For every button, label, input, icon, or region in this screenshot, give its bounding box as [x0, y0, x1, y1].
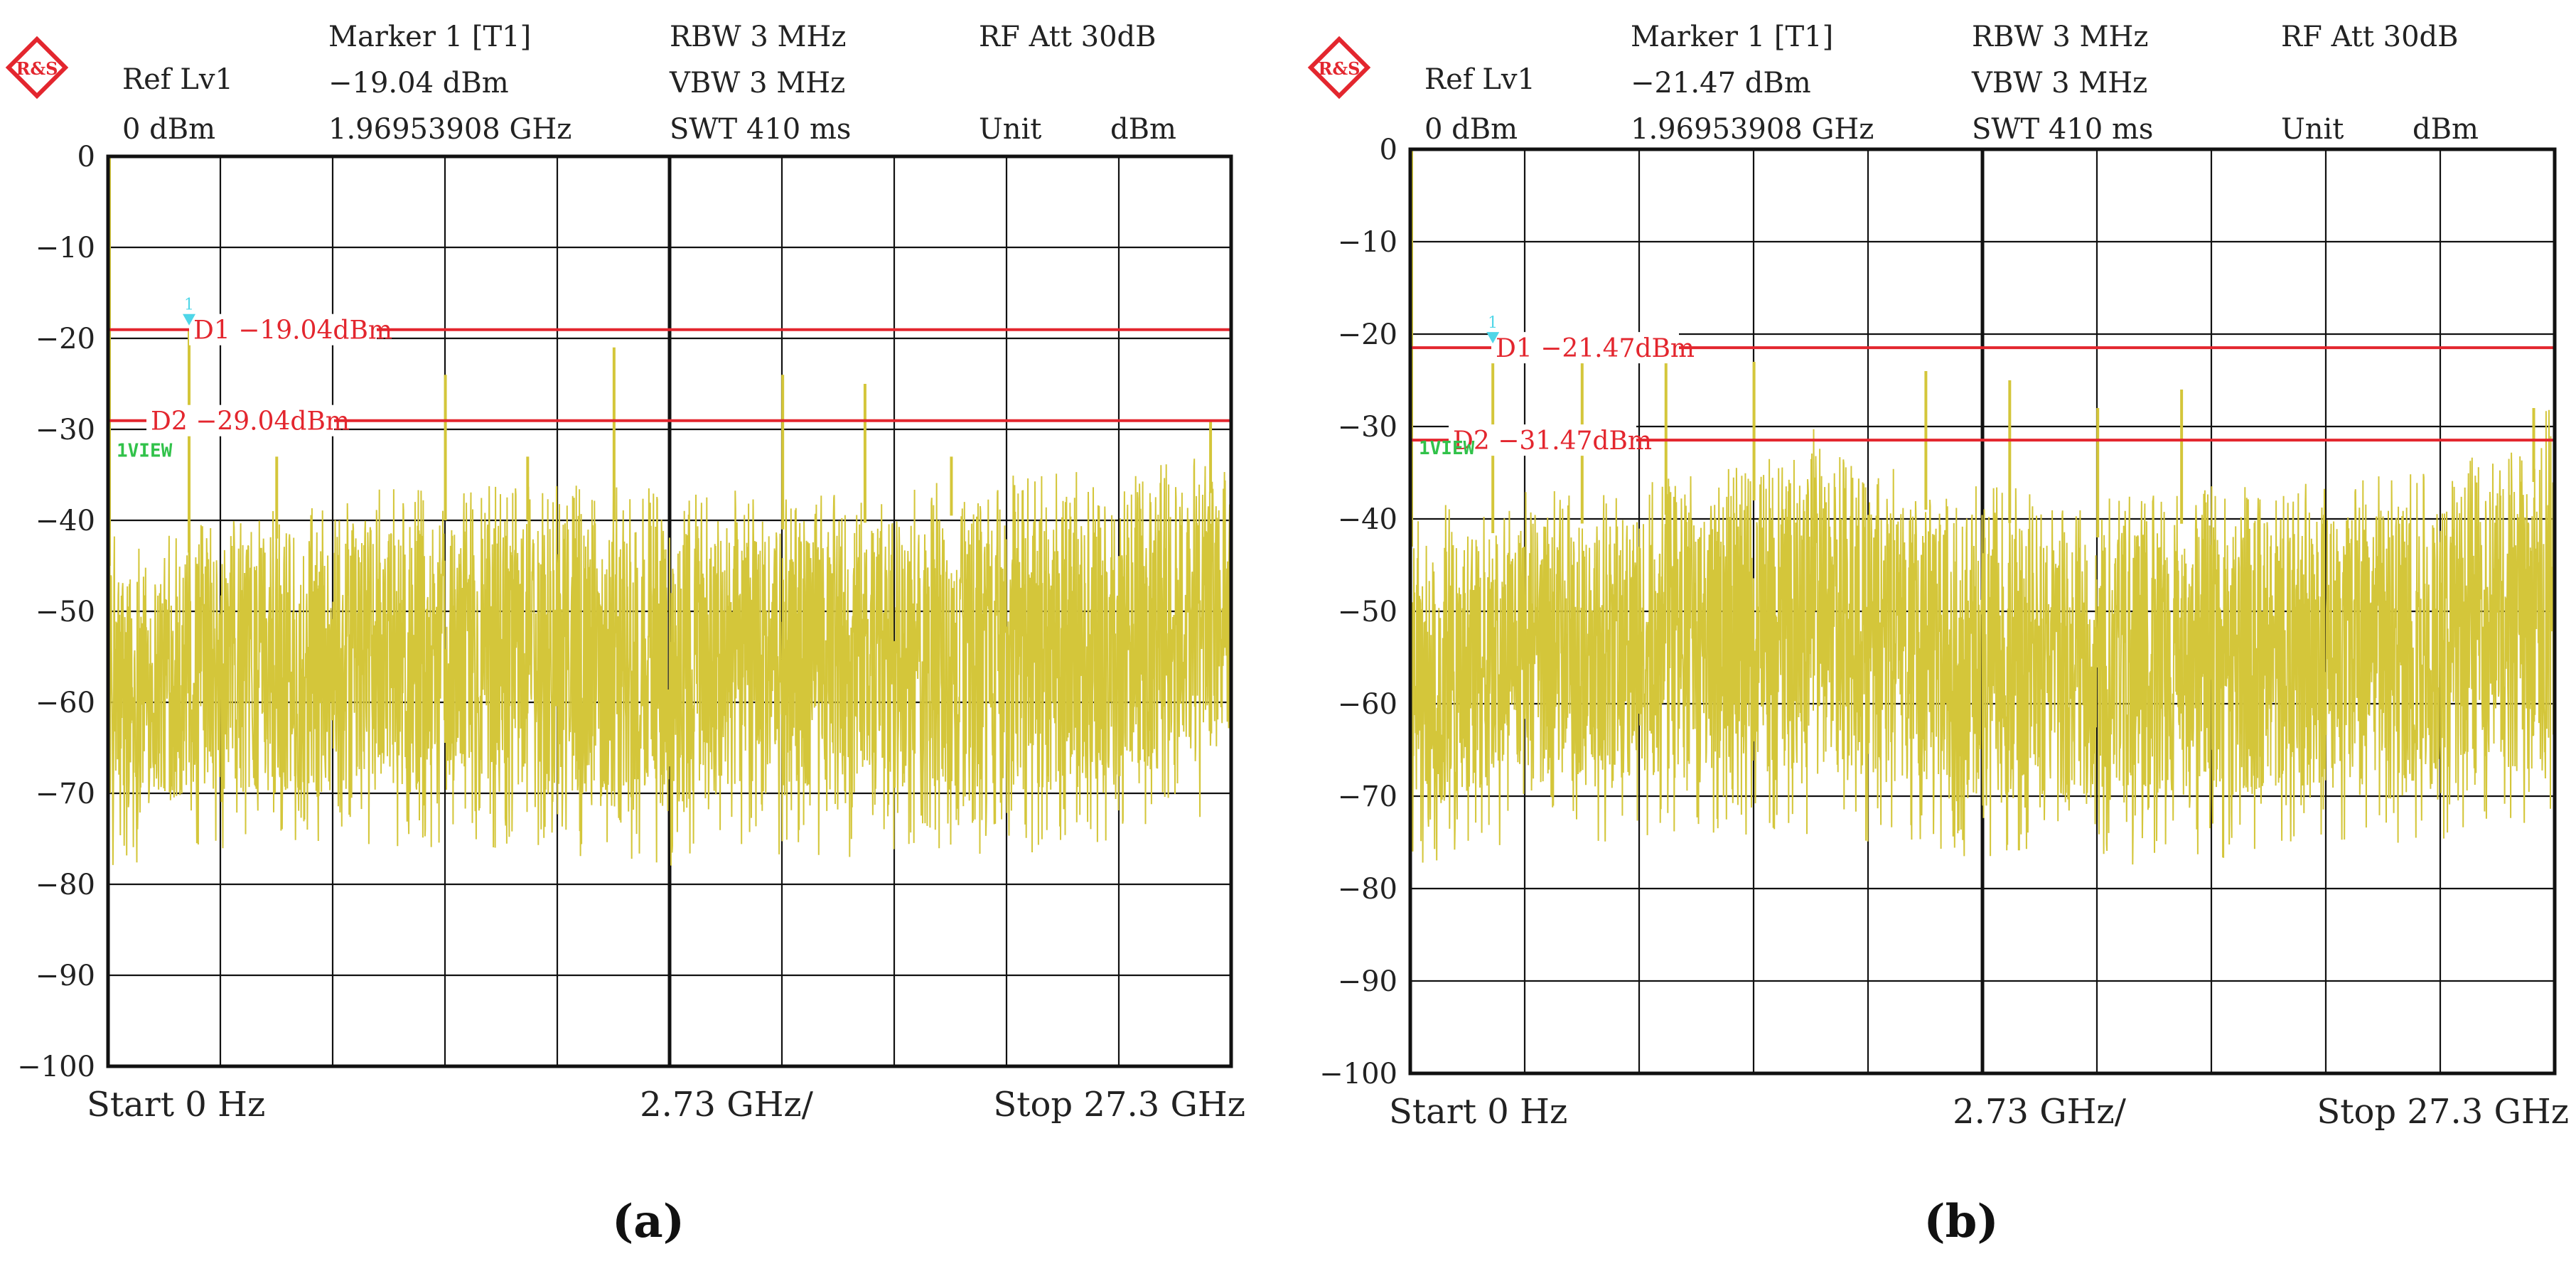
unit-label: Unit [2281, 113, 2344, 146]
spectrum-chart-a: R&S Ref Lv1 0 dBm Marker 1 [T1] −19.04 dBm 1.… [5, 21, 1245, 1248]
y-tick-label: −80 [36, 869, 95, 901]
y-tick-label: −30 [36, 414, 95, 446]
ref-level-label: Ref Lv1 [122, 63, 233, 96]
ref-level-value: 0 dBm [122, 113, 215, 146]
rbw-readout: RBW 3 MHz [1972, 21, 2148, 53]
y-tick-label: −60 [1338, 688, 1397, 721]
rs-logo-icon [5, 36, 69, 100]
display-line-label-d1: D1 −19.04dBm [193, 316, 392, 345]
y-tick-label: 0 [1380, 134, 1397, 166]
y-tick-label: −40 [1338, 503, 1397, 536]
swt-readout: SWT 410 ms [1972, 113, 2153, 146]
y-tick-label: 0 [77, 141, 95, 173]
y-tick-label: −50 [36, 596, 95, 628]
y-tick-label: −80 [1338, 873, 1397, 906]
marker-frequency: 1.96953908 GHz [328, 113, 571, 146]
trace-noise-floor [1410, 409, 2555, 865]
plot-frame [1408, 147, 2557, 1076]
start-frequency: Start 0 Hz [87, 1085, 265, 1125]
marker-level: −21.47 dBm [1631, 67, 1811, 100]
display-line-label-d2: D2 −29.04dBm [151, 407, 350, 436]
marker-label: Marker 1 [T1] [1631, 21, 1833, 53]
display-line-label-bg [189, 313, 377, 345]
marker-1-icon [183, 313, 196, 326]
y-tick-label: −30 [1338, 411, 1397, 444]
rs-logo-icon [1307, 36, 1371, 100]
marker-frequency: 1.96953908 GHz [1631, 113, 1874, 146]
marker-1-label: 1 [1488, 314, 1498, 332]
y-tick-label: −90 [36, 960, 95, 992]
display-line-label-bg [1449, 424, 1636, 456]
rf-att-readout: RF Att 30dB [979, 21, 1156, 53]
display-line-label-bg [1491, 332, 1679, 364]
marker-1-label: 1 [184, 296, 194, 314]
rf-att-readout: RF Att 30dB [2281, 21, 2459, 53]
y-tick-label: −100 [1319, 1058, 1397, 1090]
y-tick-label: −60 [36, 687, 95, 719]
panel-label: (a) [612, 1195, 685, 1248]
y-tick-label: −40 [36, 505, 95, 537]
panel-label: (b) [1923, 1195, 1998, 1248]
start-frequency: Start 0 Hz [1389, 1092, 1567, 1132]
spectrum-chart-b: R&S Ref Lv1 0 dBm Marker 1 [T1] −21.47 dBm 1.… [1307, 21, 2569, 1248]
marker-label: Marker 1 [T1] [328, 21, 531, 53]
rs-logo-text: R&S [1319, 58, 1361, 79]
rbw-readout: RBW 3 MHz [670, 21, 846, 53]
y-tick-label: −50 [1338, 596, 1397, 628]
rs-logo-text: R&S [16, 58, 58, 79]
y-tick-label: −90 [1338, 965, 1397, 998]
y-tick-label: −100 [17, 1051, 95, 1083]
frequency-per-division: 2.73 GHz/ [1953, 1092, 2127, 1132]
ref-level-label: Ref Lv1 [1424, 63, 1535, 96]
plot-frame [106, 154, 1233, 1068]
y-tick-label: −70 [1338, 781, 1397, 813]
swt-readout: SWT 410 ms [670, 113, 851, 146]
marker-1-icon [1486, 332, 1500, 344]
frequency-per-division: 2.73 GHz/ [640, 1085, 814, 1125]
y-tick-label: −10 [36, 232, 95, 264]
y-tick-label: −70 [36, 778, 95, 810]
y-tick-label: −20 [36, 323, 95, 355]
trace-noise-floor [107, 458, 1232, 866]
spectrum-panel-b: R&S Ref Lv1 0 dBm Marker 1 [T1] −21.47 dBm 1.… [1288, 0, 2576, 1271]
trace-view-label: 1VIEW [1419, 438, 1475, 459]
stop-frequency: Stop 27.3 GHz [2317, 1092, 2569, 1132]
unit-value: dBm [2413, 113, 2479, 146]
ref-level-value: 0 dBm [1424, 113, 1518, 146]
marker-level: −19.04 dBm [328, 67, 509, 100]
display-line-label-d2: D2 −31.47dBm [1453, 427, 1652, 456]
spectrum-panel-a: R&S Ref Lv1 0 dBm Marker 1 [T1] −19.04 dBm 1.… [5, 21, 1245, 1248]
vbw-readout: VBW 3 MHz [669, 67, 845, 100]
vbw-readout: VBW 3 MHz [1971, 67, 2147, 100]
display-line-label-d1: D1 −21.47dBm [1496, 334, 1695, 363]
stop-frequency: Stop 27.3 GHz [993, 1085, 1245, 1125]
unit-label: Unit [979, 113, 1041, 146]
y-tick-label: −10 [1338, 226, 1397, 259]
trace-view-label: 1VIEW [117, 440, 173, 461]
unit-value: dBm [1110, 113, 1176, 146]
display-line-label-bg [146, 404, 334, 436]
y-tick-label: −20 [1338, 318, 1397, 351]
